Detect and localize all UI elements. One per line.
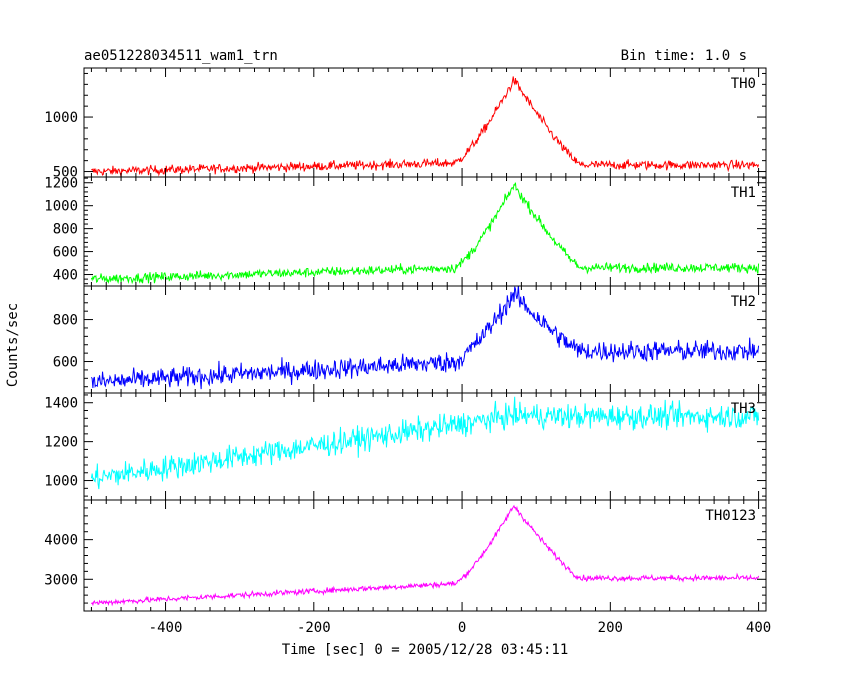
y-tick-label: 1400 — [44, 396, 78, 412]
x-tick-label: -200 — [297, 620, 331, 636]
chart-title: ae051228034511_wam1_trn — [84, 48, 278, 64]
y-tick-label: 1200 — [44, 176, 78, 192]
series-line-th2 — [90, 286, 760, 390]
panel-frame — [83, 392, 767, 501]
series-line-th0 — [91, 76, 760, 177]
series-line-th3 — [90, 396, 760, 490]
y-tick-label: 600 — [53, 355, 78, 371]
y-tick-label: 3000 — [44, 572, 78, 588]
y-tick-label: 1000 — [44, 199, 78, 215]
panel-label-th2: TH2 — [731, 294, 756, 310]
panel-th0: TH0 500 1000 — [44, 67, 767, 181]
x-tick-label: 0 — [458, 620, 466, 636]
x-tick-label: 200 — [598, 620, 623, 636]
bin-time-label: Bin time: 1.0 s — [621, 48, 747, 64]
panel-th2: TH2 600 800 — [53, 285, 767, 394]
panel-label-th3: TH3 — [731, 401, 756, 417]
y-tick-label: 1200 — [44, 435, 78, 451]
x-tick-label: -400 — [149, 620, 183, 636]
y-tick-label: 1000 — [44, 474, 78, 490]
panel-label-th0123: TH0123 — [705, 508, 756, 524]
y-tick-label: 800 — [53, 313, 78, 329]
x-tick-label: 400 — [746, 620, 771, 636]
panel-th0123: TH0123 3000 4000 — [44, 499, 767, 612]
series-line-th1 — [90, 182, 760, 285]
y-tick-label: 4000 — [44, 533, 78, 549]
panel-th1: TH1 400 600 800 1000 1200 — [44, 176, 767, 287]
y-tick-label: 1000 — [44, 110, 78, 126]
y-axis-label: Counts/sec — [5, 303, 21, 387]
y-tick-label: 600 — [53, 245, 78, 261]
panel-frame — [83, 285, 767, 394]
panel-label-th0: TH0 — [731, 76, 756, 92]
series-line-th0123 — [91, 504, 760, 607]
y-tick-label: 500 — [53, 165, 78, 181]
panels-group: TH05001000TH140060080010001200TH2600800T… — [44, 67, 771, 636]
panel-th3: TH3 1000 1200 1400 — [44, 392, 767, 501]
panel-label-th1: TH1 — [731, 185, 756, 201]
y-tick-label: 800 — [53, 222, 78, 238]
x-axis-label: Time [sec] 0 = 2005/12/28 03:45:11 — [282, 642, 569, 658]
panel-frame — [83, 499, 767, 612]
y-tick-label: 400 — [53, 268, 78, 284]
